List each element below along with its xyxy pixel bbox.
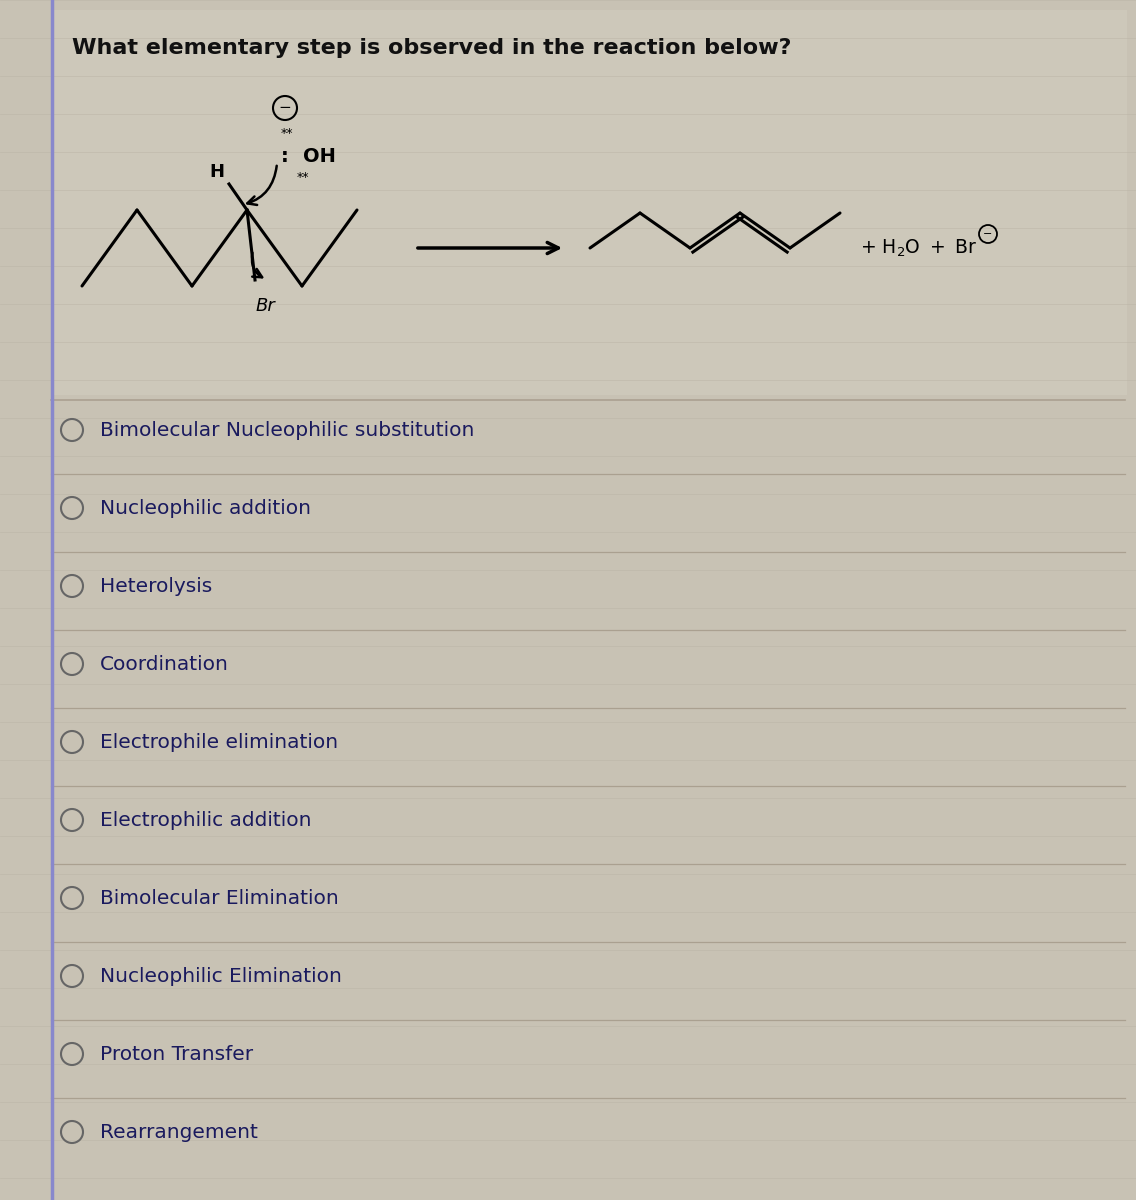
Text: Bimolecular Elimination: Bimolecular Elimination xyxy=(100,888,339,907)
Text: Nucleophilic addition: Nucleophilic addition xyxy=(100,498,311,517)
Text: :: : xyxy=(282,146,289,166)
Text: Bimolecular Nucleophilic substitution: Bimolecular Nucleophilic substitution xyxy=(100,420,475,439)
Text: **: ** xyxy=(281,127,293,140)
Text: OH: OH xyxy=(303,146,336,166)
FancyBboxPatch shape xyxy=(52,10,1127,395)
Text: −: − xyxy=(984,229,993,239)
Text: Heterolysis: Heterolysis xyxy=(100,576,212,595)
Text: Electrophilic addition: Electrophilic addition xyxy=(100,810,311,829)
Text: Nucleophilic Elimination: Nucleophilic Elimination xyxy=(100,966,342,985)
Text: Br: Br xyxy=(256,296,275,314)
Text: −: − xyxy=(278,101,291,115)
Text: Rearrangement: Rearrangement xyxy=(100,1122,258,1141)
Text: $\mathregular{+\ H_2O\ +\ Br}$: $\mathregular{+\ H_2O\ +\ Br}$ xyxy=(860,238,978,259)
Text: Coordination: Coordination xyxy=(100,654,228,673)
FancyArrowPatch shape xyxy=(252,253,262,277)
Text: Proton Transfer: Proton Transfer xyxy=(100,1044,253,1063)
Text: What elementary step is observed in the reaction below?: What elementary step is observed in the … xyxy=(72,38,792,58)
Text: **: ** xyxy=(296,172,309,185)
FancyArrowPatch shape xyxy=(248,166,277,205)
Text: Electrophile elimination: Electrophile elimination xyxy=(100,732,339,751)
Text: H: H xyxy=(209,163,225,181)
